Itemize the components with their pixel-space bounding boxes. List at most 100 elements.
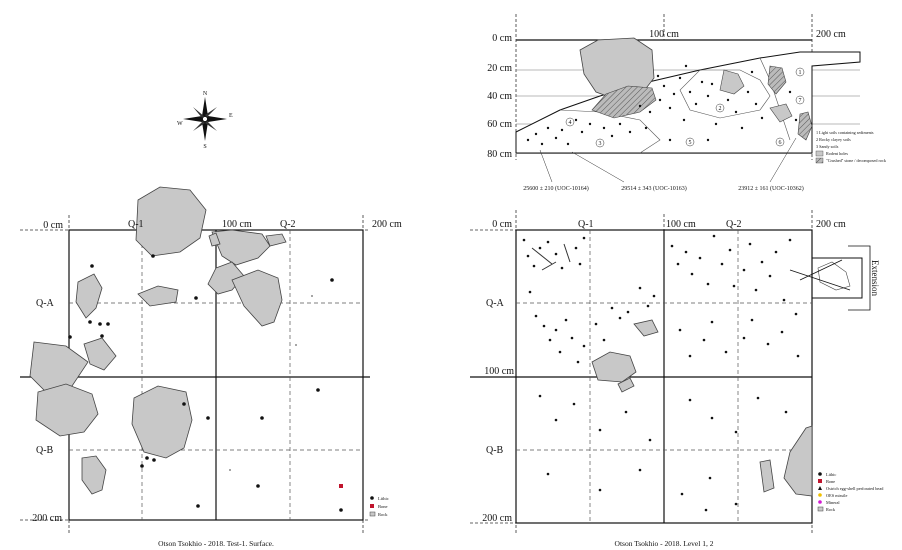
zone-7: 7 bbox=[799, 98, 802, 104]
rock bbox=[231, 269, 283, 327]
right-caption: Otson Tsokhio - 2018. Level 1, 2 bbox=[615, 539, 714, 548]
lithic-point bbox=[260, 416, 264, 420]
right-quad-qa: Q-A bbox=[486, 298, 505, 309]
right-quad-q1: Q-1 bbox=[578, 219, 594, 230]
section-legend: 1 Light soils containing sediments 2 Roc… bbox=[815, 130, 887, 164]
legend-bone: Bone bbox=[826, 479, 835, 484]
legend-lithic: Lithic bbox=[826, 472, 836, 477]
date-uoc-10163: 29514 ± 343 (UOC-10163) bbox=[621, 185, 686, 192]
lithic-point bbox=[152, 458, 156, 462]
right-rocks bbox=[591, 319, 813, 497]
zone-4: 4 bbox=[569, 120, 572, 126]
section-profile: 1 2 3 4 5 6 7 bbox=[487, 14, 887, 192]
rock bbox=[35, 383, 99, 437]
left-axis-200cm: 200 cm bbox=[372, 219, 402, 230]
lithic-point bbox=[330, 278, 334, 282]
zone-6: 6 bbox=[779, 140, 782, 146]
rock bbox=[783, 425, 813, 497]
compass-rose-icon: N S E W bbox=[177, 91, 233, 150]
right-quad-qb: Q-B bbox=[486, 445, 504, 456]
section-finds bbox=[526, 64, 798, 146]
left-plan: 0 cm 100 cm 200 cm 200 cm Q-1 Q-2 Q-A Q-… bbox=[20, 91, 402, 548]
bone-fragment bbox=[531, 247, 553, 265]
right-axis-100cm: 100 cm bbox=[666, 219, 696, 230]
zone-2: 2 bbox=[719, 106, 722, 112]
lithic-point bbox=[68, 335, 72, 339]
rock bbox=[81, 455, 107, 495]
section-zones: 1 2 3 4 5 6 7 bbox=[565, 67, 805, 148]
lithic-point bbox=[256, 484, 260, 488]
right-axis-200cm-y: 200 cm bbox=[482, 513, 512, 524]
legend-oes-missile: OES missile bbox=[826, 493, 847, 498]
legend-lithic: Lithic bbox=[378, 496, 389, 501]
left-axis-100cm: 100 cm bbox=[222, 219, 252, 230]
zone-1: 1 bbox=[799, 70, 802, 76]
section-legend-1: 1 Light soils containing sediments bbox=[816, 130, 874, 135]
right-axis-200cm: 200 cm bbox=[816, 219, 846, 230]
lithic-point bbox=[206, 416, 210, 420]
right-quad-q2: Q-2 bbox=[726, 219, 742, 230]
left-quad-q2: Q-2 bbox=[280, 219, 296, 230]
date-uoc-10362: 23912 ± 161 (UOC-10362) bbox=[738, 185, 803, 192]
rock bbox=[265, 233, 287, 247]
left-axis-0cm: 0 cm bbox=[43, 220, 63, 231]
rock bbox=[208, 232, 221, 247]
left-quad-qb: Q-B bbox=[36, 445, 54, 456]
lithic-point bbox=[88, 320, 92, 324]
right-lithics bbox=[522, 234, 800, 512]
rock bbox=[591, 351, 637, 383]
compass-s: S bbox=[203, 144, 206, 150]
legend-mineral: Mineral bbox=[826, 500, 840, 505]
lithic-point bbox=[196, 504, 200, 508]
lithic-point bbox=[194, 296, 198, 300]
compass-w: W bbox=[177, 121, 183, 127]
zone-3: 3 bbox=[599, 141, 602, 147]
left-caption: Otson Tsokhio - 2018. Test-1. Surface. bbox=[158, 539, 274, 548]
section-legend-3: 3 Sandy soils bbox=[816, 144, 839, 149]
bone-fragment bbox=[541, 261, 557, 271]
section-legend-4: Rodent holes bbox=[826, 151, 848, 156]
lithic-point bbox=[140, 464, 144, 468]
lithic-point bbox=[316, 388, 320, 392]
lithic-point bbox=[98, 322, 102, 326]
lithic-point bbox=[151, 254, 155, 258]
compass-n: N bbox=[203, 91, 208, 97]
rock bbox=[211, 229, 271, 266]
lithic-point bbox=[106, 322, 110, 326]
section-axis-0cm: 0 cm bbox=[492, 33, 512, 44]
depth-60cm: 60 cm bbox=[487, 119, 512, 130]
left-lithics bbox=[68, 254, 343, 512]
depth-80cm: 80 cm bbox=[487, 149, 512, 160]
section-legend-5: "Crushed" stone / decomposed rock bbox=[826, 158, 887, 163]
legend-ostrich-bead: Ostrich egg-shell perforated bead bbox=[826, 486, 884, 491]
section-legend-2: 2 Rocky clayey soils bbox=[816, 137, 851, 142]
depth-20cm: 20 cm bbox=[487, 63, 512, 74]
rock bbox=[633, 319, 659, 337]
lithic-point bbox=[145, 456, 149, 460]
rock bbox=[135, 186, 207, 257]
lithic-point bbox=[90, 264, 94, 268]
right-axis-100cm-y: 100 cm bbox=[484, 366, 514, 377]
zone-5: 5 bbox=[689, 140, 692, 146]
lithic-point bbox=[339, 508, 343, 512]
right-legend: Lithic Bone Ostrich egg-shell perforated… bbox=[817, 472, 884, 512]
rock bbox=[131, 385, 193, 459]
rock bbox=[137, 285, 179, 307]
extension-box bbox=[811, 257, 863, 299]
legend-rock: Rock bbox=[378, 512, 388, 517]
legend-rock: Rock bbox=[826, 507, 836, 512]
left-rocks bbox=[29, 186, 287, 495]
compass-e: E bbox=[229, 113, 233, 119]
left-quad-qa: Q-A bbox=[36, 298, 55, 309]
rock bbox=[83, 337, 117, 371]
lithic-point bbox=[100, 334, 104, 338]
section-axis-100cm: 100 cm bbox=[649, 29, 679, 40]
rock bbox=[759, 459, 775, 493]
bone-marker bbox=[339, 484, 343, 488]
legend-bone: Bone bbox=[378, 504, 388, 509]
right-bones bbox=[531, 243, 571, 271]
section-rock bbox=[579, 37, 655, 101]
extension-label: Extension bbox=[870, 260, 880, 296]
